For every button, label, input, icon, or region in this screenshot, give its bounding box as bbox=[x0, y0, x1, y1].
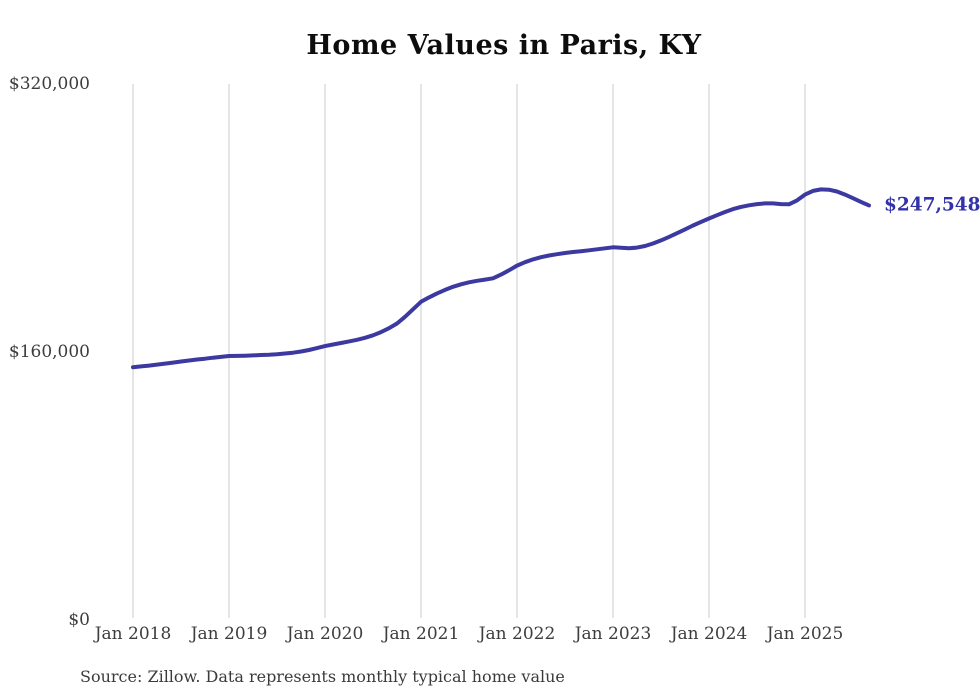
x-tick-label: Jan 2018 bbox=[94, 624, 172, 644]
x-tick-label: Jan 2025 bbox=[766, 624, 844, 644]
home-value-line bbox=[131, 187, 871, 370]
y-tick-label: $320,000 bbox=[8, 74, 90, 94]
x-tick-label: Jan 2022 bbox=[478, 624, 556, 644]
latest-value-label: $247,548 bbox=[884, 194, 980, 216]
chart-title: Home Values in Paris, KY bbox=[306, 30, 702, 61]
x-tick-label: Jan 2020 bbox=[286, 624, 364, 644]
x-tick-label: Jan 2021 bbox=[382, 624, 460, 644]
x-tick-label: Jan 2019 bbox=[190, 624, 268, 644]
y-tick-label: $0 bbox=[68, 610, 90, 630]
source-note: Source: Zillow. Data represents monthly … bbox=[80, 667, 565, 686]
y-tick-label: $160,000 bbox=[8, 342, 90, 362]
x-tick-label: Jan 2023 bbox=[574, 624, 652, 644]
x-tick-label: Jan 2024 bbox=[670, 624, 748, 644]
